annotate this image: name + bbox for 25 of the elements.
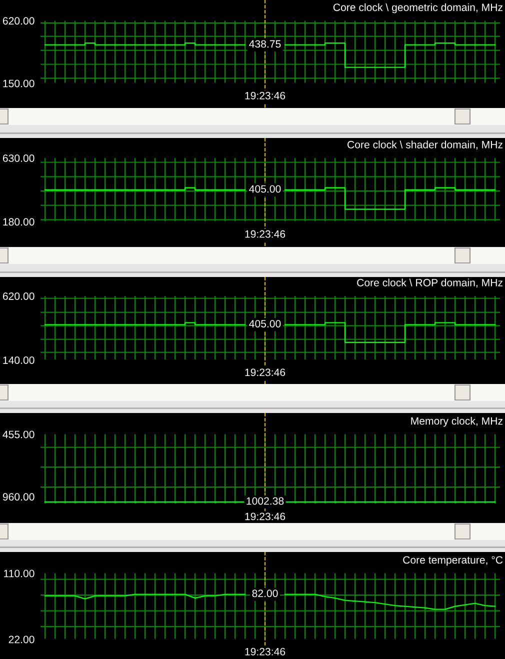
annotation: 405.00	[249, 320, 281, 328]
x-tick-label: 19:23:46	[245, 512, 286, 520]
y-tick-label: 22.00	[8, 636, 34, 644]
y-tick-label: 110.00	[4, 570, 34, 578]
annotation: 82.00	[252, 590, 278, 598]
chart-title: Core clock \ shader domain, MHz	[348, 140, 502, 150]
x-tick-label: 19:23:46	[245, 368, 286, 376]
chart-title: Memory clock, MHz	[411, 416, 502, 427]
x-tick-label: 19:23:46	[245, 92, 286, 100]
y-tick-label: 620.00	[2, 17, 34, 25]
y-tick-label: 960.00	[2, 493, 34, 501]
y-tick-label: 630.00	[2, 154, 34, 162]
y-tick-label: 150.00	[3, 80, 34, 88]
chart-title: Core clock \ geometric domain, MHz	[333, 3, 502, 14]
x-tick-label: 19:23:46	[245, 230, 286, 238]
chart-title: Core clock \ ROP domain, MHz	[357, 278, 502, 288]
annotation: 405.00	[249, 185, 281, 193]
annotation: 1002.38	[246, 497, 284, 505]
chart-title: Core temperature, °C	[403, 556, 503, 566]
y-tick-label: 455.00	[2, 430, 34, 438]
y-tick-label: 180.00	[3, 218, 34, 226]
annotation: 438.75	[249, 40, 281, 48]
y-tick-label: 620.00	[2, 292, 34, 300]
y-tick-label: 140.00	[3, 356, 34, 364]
x-tick-label: 19:23:46	[245, 648, 286, 656]
